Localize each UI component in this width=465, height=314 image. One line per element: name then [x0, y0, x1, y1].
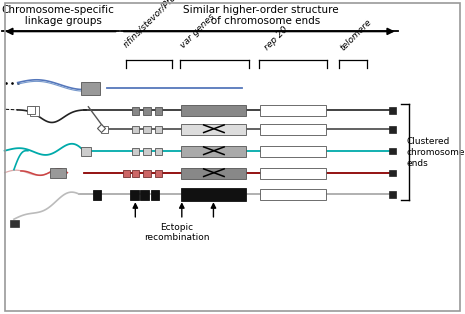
Bar — [389, 107, 396, 114]
Bar — [81, 82, 100, 95]
Text: var genes: var genes — [179, 12, 217, 50]
Bar — [30, 106, 39, 116]
Text: Ectopic
recombination: Ectopic recombination — [144, 223, 209, 242]
Bar — [181, 188, 246, 201]
Bar — [123, 170, 130, 177]
Bar — [132, 107, 139, 115]
Bar — [155, 107, 162, 115]
Bar — [181, 168, 246, 179]
Bar — [132, 126, 139, 133]
Bar — [389, 148, 396, 154]
Text: Clustered
chromosome
ends: Clustered chromosome ends — [407, 137, 465, 168]
Bar — [181, 105, 246, 116]
Bar — [155, 170, 162, 177]
Bar — [140, 190, 149, 200]
Text: Similar higher-order structure
   of chromosome ends: Similar higher-order structure of chromo… — [183, 5, 338, 26]
Bar — [132, 170, 139, 177]
Bar — [389, 191, 396, 198]
Text: rep 20: rep 20 — [262, 25, 290, 52]
Bar — [260, 105, 326, 116]
Bar — [181, 124, 246, 135]
Bar — [389, 170, 396, 176]
Bar — [10, 220, 19, 227]
Text: rifins/stevor/Pf60: rifins/stevor/Pf60 — [121, 0, 182, 49]
Bar — [101, 126, 108, 133]
Bar — [143, 148, 151, 155]
Bar — [132, 148, 139, 155]
Bar — [260, 124, 326, 135]
Bar — [130, 190, 139, 200]
Bar — [181, 146, 246, 157]
Bar — [155, 148, 162, 155]
Bar — [27, 106, 35, 114]
Bar — [260, 168, 326, 179]
Bar — [143, 126, 151, 133]
Bar — [143, 107, 151, 115]
Bar — [93, 190, 101, 200]
Bar — [389, 126, 396, 133]
Bar — [260, 146, 326, 157]
Bar — [151, 190, 159, 200]
Text: telomere: telomere — [339, 18, 374, 52]
Bar — [260, 189, 326, 200]
Bar — [81, 147, 91, 156]
Bar — [155, 126, 162, 133]
Text: Chromosome-specific
   linkage groups: Chromosome-specific linkage groups — [2, 5, 114, 26]
Bar — [143, 170, 151, 177]
Bar — [50, 168, 66, 178]
